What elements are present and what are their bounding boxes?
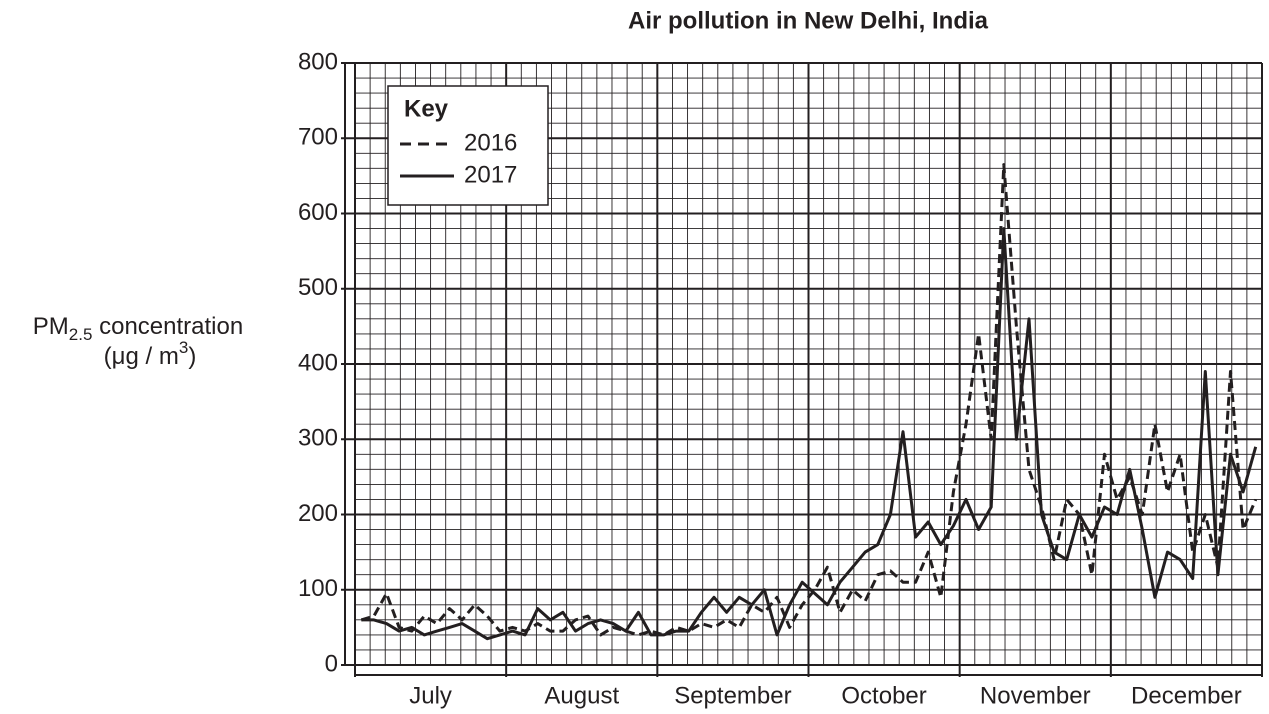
x-tick-label: October — [841, 682, 926, 709]
y-tick-label: 800 — [298, 48, 338, 75]
x-tick-label: July — [409, 682, 452, 709]
unit-close: ) — [188, 343, 196, 370]
series-line — [360, 163, 1258, 637]
series-line — [361, 227, 1258, 641]
legend-label: 2017 — [464, 161, 517, 188]
y-label-sub: 2.5 — [69, 325, 93, 344]
y-tick-label: 300 — [298, 425, 338, 452]
y-tick-label: 700 — [298, 124, 338, 151]
x-tick-label: August — [544, 682, 619, 709]
x-tick-label: November — [980, 682, 1091, 709]
y-tick-label: 500 — [298, 274, 338, 301]
y-tick-label: 600 — [298, 199, 338, 226]
y-tick-label: 400 — [298, 349, 338, 376]
legend-title: Key — [404, 95, 449, 122]
unit-open: (μg / m — [104, 343, 179, 370]
chart-title: Air pollution in New Delhi, India — [628, 7, 989, 34]
x-tick-label: September — [674, 682, 791, 709]
y-label-rest: concentration — [92, 313, 243, 340]
legend-label: 2016 — [464, 129, 517, 156]
y-label-main: PM — [33, 313, 69, 340]
y-tick-label: 200 — [298, 500, 338, 527]
legend-box — [387, 85, 549, 206]
y-axis-unit: (μg / m3) — [104, 338, 197, 370]
x-tick-label: December — [1131, 682, 1242, 709]
y-axis-label: PM2.5 concentration — [33, 313, 243, 344]
unit-sup: 3 — [179, 338, 188, 357]
y-tick-label: 100 — [298, 575, 338, 602]
y-tick-label: 0 — [325, 650, 338, 677]
